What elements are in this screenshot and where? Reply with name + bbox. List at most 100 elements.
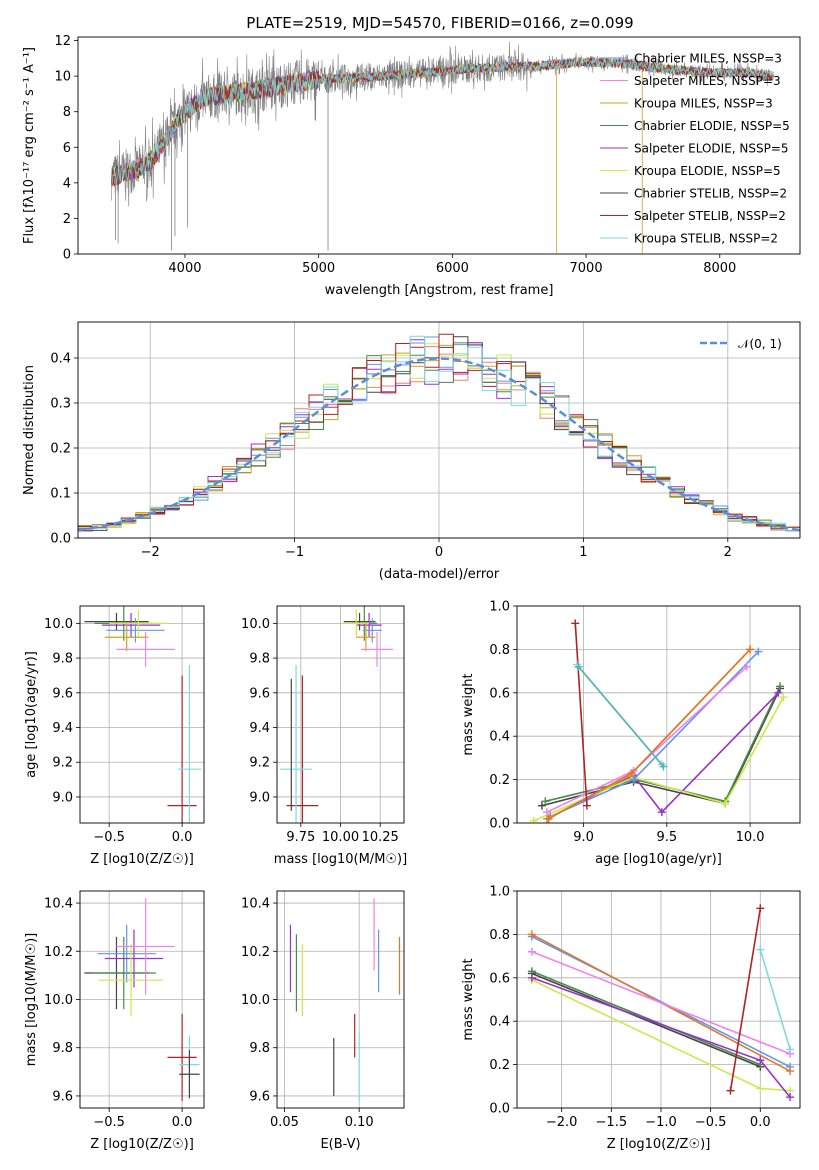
- plus-marker: [544, 814, 553, 823]
- plus-marker: [527, 973, 536, 982]
- axes-frame: [77, 36, 801, 255]
- y-tick-label: 1.0: [489, 600, 510, 615]
- plot-area: [84, 606, 202, 823]
- y-tick-label: 0.6: [489, 971, 510, 986]
- x-tick-label: −2.0: [546, 1115, 578, 1130]
- y-tick-label: 6: [63, 141, 71, 156]
- y-tick-label: 9.2: [249, 756, 270, 771]
- plus-marker: [571, 619, 580, 628]
- figure-title: PLATE=2519, MJD=54570, FIBERID=0166, z=0…: [246, 14, 633, 32]
- plus-marker: [627, 769, 636, 778]
- y-tick-label: 0.0: [489, 1102, 510, 1117]
- x-tick-label: 7000: [570, 261, 603, 276]
- plot-area: [78, 333, 800, 535]
- x-tick-label: 0.0: [172, 830, 193, 845]
- x-axis-label: wavelength [Angstrom, rest frame]: [325, 283, 554, 298]
- weight-line: [531, 970, 761, 1066]
- plus-marker: [582, 801, 591, 810]
- weight-line: [531, 951, 791, 1055]
- plus-marker: [542, 808, 551, 817]
- y-tick-label: 10.0: [44, 993, 73, 1008]
- x-axis-label: Z [log10(Z/Z☉)]: [90, 1137, 194, 1152]
- plus-marker: [574, 662, 583, 671]
- x-tick-label: 4000: [168, 261, 201, 276]
- y-tick-label: 9.4: [249, 721, 270, 736]
- x-tick-label: 10.00: [322, 830, 359, 845]
- plus-marker: [726, 1086, 735, 1095]
- y-tick-label: 0.2: [50, 442, 71, 457]
- plus-marker: [659, 762, 668, 771]
- axes-frame: [276, 890, 405, 1109]
- normal-curve: [78, 357, 800, 532]
- y-axis-label: mass weight: [461, 673, 476, 755]
- panel-spectrum: 4000 5000 6000 7000 8000 0 2 4 6 8 10 12 wavelength …: [22, 34, 801, 298]
- plot-area: [84, 898, 200, 1101]
- y-tick-label: 12: [54, 34, 71, 49]
- x-tick-label: 5000: [302, 261, 335, 276]
- panel-Z-mass: −0.5 0.0 9.6 9.8 10.0 10.2 10.4 Z [log10(Z/Z☉)]…: [24, 890, 205, 1152]
- legend: Chabrier MILES, NSSP=3 Salpeter MILES, NS…: [600, 52, 790, 246]
- legend-entry: Chabrier ELODIE, NSSP=5: [634, 119, 790, 133]
- model-line: [110, 57, 774, 188]
- axes-frame: [77, 321, 801, 539]
- y-tick-label: 9.8: [249, 1041, 270, 1056]
- y-tick-label: 0.0: [50, 532, 71, 547]
- y-tick-label: 10.4: [241, 897, 270, 912]
- weight-line: [546, 666, 748, 813]
- x-axis-label: E(B-V): [320, 1137, 360, 1152]
- panel-residuals: −2 −1 0 1 2 0.0 0.1 0.2 0.3 0.4 (data-model)/error…: [22, 321, 801, 582]
- legend-entry: Kroupa MILES, NSSP=3: [634, 97, 773, 111]
- y-tick-label: 9.2: [52, 756, 73, 771]
- x-tick-label: −0.5: [695, 1115, 727, 1130]
- legend-entry: Salpeter MILES, NSSP=3: [634, 74, 781, 88]
- plus-marker: [786, 1067, 795, 1076]
- x-tick-label: −1.5: [596, 1115, 628, 1130]
- y-tick-label: 0.2: [489, 773, 510, 788]
- x-tick-label: 6000: [436, 261, 469, 276]
- y-tick-label: 10.2: [44, 945, 73, 960]
- plus-marker: [541, 797, 550, 806]
- legend-entry: Kroupa STELIB, NSSP=2: [634, 232, 778, 246]
- weight-line: [729, 908, 762, 1091]
- y-tick-label: 10.0: [44, 617, 73, 632]
- panel-Z-weight: −2.0 −1.5 −1.0 −0.5 0.0 0.0 0.2 0.4 0.6 0.8 1.0 Z […: [461, 885, 801, 1152]
- plus-marker: [774, 688, 783, 697]
- x-tick-label: −1: [285, 545, 304, 560]
- y-axis-label: age [log10(age/yr)]: [24, 651, 39, 778]
- plus-marker: [527, 930, 536, 939]
- plus-marker: [721, 799, 730, 808]
- plus-marker: [756, 904, 765, 913]
- axes: 9.75 10.00 10.25 9.0 9.2 9.4 9.6 9.8 10.0 mass [l…: [241, 605, 407, 867]
- plus-marker: [779, 693, 788, 702]
- axes: −0.5 0.0 9.6 9.8 10.0 10.2 10.4 Z [log10(Z/Z☉)]…: [24, 890, 205, 1152]
- panels: 4000 5000 6000 7000 8000024681012wavelength …: [22, 34, 801, 1152]
- plot-area: [110, 41, 774, 254]
- plot-area: [280, 606, 393, 823]
- x-axis-label: Z [log10(Z/Z☉)]: [607, 1137, 711, 1152]
- x-tick-label: −0.5: [93, 830, 125, 845]
- plus-marker: [754, 647, 763, 656]
- x-tick-label: 1: [579, 545, 587, 560]
- y-tick-label: 0.2: [489, 1058, 510, 1073]
- x-tick-label: −0.5: [93, 1115, 125, 1130]
- x-tick-label: 9.5: [656, 830, 677, 845]
- y-tick-label: 10.0: [241, 617, 270, 632]
- x-tick-label: −1.0: [645, 1115, 677, 1130]
- panel-mass-age: 9.75 10.00 10.25 9.0 9.2 9.4 9.6 9.8 10.0 mass [l…: [241, 605, 407, 867]
- axes-frame: [79, 605, 205, 824]
- y-tick-label: 0.8: [489, 928, 510, 943]
- y-tick-label: 0.0: [489, 817, 510, 832]
- axes-frame: [516, 605, 801, 824]
- plus-marker: [756, 1056, 765, 1065]
- y-axis-label: mass weight: [461, 958, 476, 1040]
- y-tick-label: 9.6: [52, 1089, 73, 1104]
- x-tick-label: 0: [435, 545, 443, 560]
- weight-line: [531, 935, 791, 1068]
- legend-entry: Salpeter STELIB, NSSP=2: [634, 209, 786, 223]
- x-tick-label: 0.0: [750, 1115, 771, 1130]
- x-axis-label: Z [log10(Z/Z☉)]: [90, 852, 194, 867]
- y-tick-label: 2: [63, 212, 71, 227]
- axes: −2 −1 0 1 2 0.0 0.1 0.2 0.3 0.4 (data-model)/error…: [22, 321, 801, 582]
- axes: 9.0 9.5 10.0 0.0 0.2 0.4 0.6 0.8 1.0 age [log10(a…: [461, 600, 801, 867]
- plot-area: [529, 619, 788, 823]
